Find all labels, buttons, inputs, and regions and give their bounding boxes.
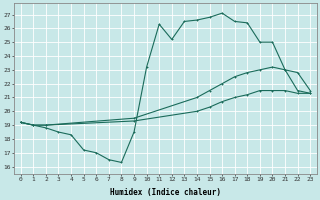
X-axis label: Humidex (Indice chaleur): Humidex (Indice chaleur) [110, 188, 221, 197]
